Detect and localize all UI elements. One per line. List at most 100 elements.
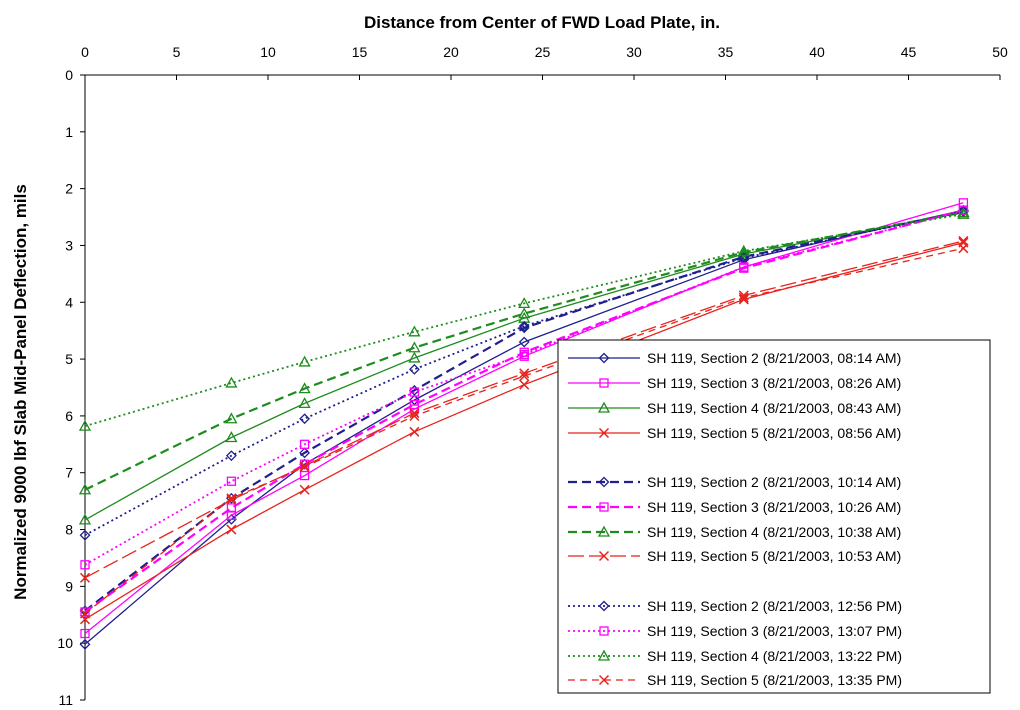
data-point-square [409,387,420,397]
data-point-diamond [79,529,91,541]
data-point-triangle [225,431,238,443]
series-line [84,211,964,491]
data-point-x [226,524,237,535]
data-point-x [519,368,530,379]
y-tick-label: 5 [65,351,73,367]
data-point-diamond [408,363,420,375]
legend-label: SH 119, Section 3 (8/21/2003, 13:07 PM) [647,623,902,639]
x-tick-label: 50 [992,44,1008,60]
legend-entry: SH 119, Section 3 (8/21/2003, 08:26 AM) [568,375,901,391]
y-tick-label: 7 [65,465,73,481]
data-point-square [80,607,90,617]
data-point-triangle [597,649,611,661]
x-tick-label: 30 [626,44,642,60]
series-line [84,209,964,613]
data-point-diamond [79,638,91,650]
data-point-triangle [225,376,238,388]
data-point-x [409,410,420,421]
legend-label: SH 119, Section 4 (8/21/2003, 08:43 AM) [647,400,901,416]
legend-entry: SH 119, Section 4 (8/21/2003, 08:43 AM) [568,400,901,416]
legend-entry: SH 119, Section 2 (8/21/2003, 12:56 PM) [568,598,902,614]
y-tick-label: 2 [65,181,73,197]
data-point-square [80,560,90,570]
x-tick-label: 25 [535,44,551,60]
data-point-square [299,459,310,469]
data-point-diamond [598,352,610,364]
data-point-diamond [408,384,420,396]
x-tick-label: 35 [718,44,734,60]
data-point-diamond [598,600,610,612]
data-point-triangle [957,207,970,219]
data-point-triangle [298,355,311,367]
legend-label: SH 119, Section 3 (8/21/2003, 08:26 AM) [647,375,901,391]
data-point-x [598,550,610,562]
data-point-x [519,371,530,382]
x-tick-label: 15 [352,44,368,60]
series-6 [80,205,969,617]
data-point-x [79,572,91,583]
data-point-square [519,349,529,360]
data-point-triangle [408,325,421,337]
data-point-x [738,292,749,303]
data-point-x [226,494,237,506]
data-point-square [409,399,420,410]
data-point-triangle [408,351,421,363]
data-point-square [599,378,609,388]
legend-label: SH 119, Section 4 (8/21/2003, 10:38 AM) [647,524,901,540]
x-tick-label: 40 [809,44,825,60]
data-point-triangle [737,244,750,256]
data-point-x [299,462,310,473]
data-point-square [599,626,609,636]
legend-entry: SH 119, Section 3 (8/21/2003, 10:26 AM) [568,499,901,515]
data-point-x [299,460,310,471]
data-point-x [958,243,969,254]
data-point-x [958,235,969,246]
data-point-x [598,674,610,686]
y-tick-label: 9 [65,578,73,594]
data-point-diamond [518,320,530,332]
y-tick-label: 11 [58,692,73,708]
y-tick-label: 10 [57,635,73,651]
data-point-diamond [225,450,237,462]
data-point-x [79,608,91,619]
x-tick-label: 0 [81,44,89,60]
x-tick-label: 10 [260,44,276,60]
data-point-triangle [78,513,92,525]
legend-entry: SH 119, Section 5 (8/21/2003, 10:53 AM) [568,548,901,564]
legend-label: SH 119, Section 5 (8/21/2003, 10:53 AM) [647,548,901,564]
data-point-square [599,502,609,512]
data-point-x [409,408,420,419]
data-point-square [226,476,237,486]
legend-label: SH 119, Section 2 (8/21/2003, 12:56 PM) [647,598,902,614]
data-point-x [226,493,237,504]
x-tick-label: 20 [443,44,459,60]
legend-label: SH 119, Section 4 (8/21/2003, 13:22 PM) [647,648,902,664]
data-point-triangle [597,525,611,537]
data-point-square [299,439,310,449]
data-point-triangle [597,401,611,413]
series-12 [79,243,969,619]
x-axis-title: Distance from Center of FWD Load Plate, … [364,13,720,32]
legend-label: SH 119, Section 5 (8/21/2003, 13:35 PM) [647,672,902,688]
data-point-triangle [78,419,92,431]
series-10 [80,205,969,570]
data-point-triangle [78,483,92,495]
legend-entry: SH 119, Section 4 (8/21/2003, 13:22 PM) [568,648,902,664]
legend-label: SH 119, Section 2 (8/21/2003, 10:14 AM) [647,474,901,490]
legend-entry: SH 119, Section 4 (8/21/2003, 10:38 AM) [568,524,901,540]
y-tick-label: 6 [65,408,73,424]
legend-entry: SH 119, Section 5 (8/21/2003, 08:56 AM) [568,425,901,441]
series-line [84,210,964,536]
series-11 [78,207,970,431]
data-point-diamond [518,336,530,348]
legend-box [557,339,991,694]
data-point-triangle [518,307,531,319]
data-point-x [299,484,310,495]
data-point-triangle [298,382,311,394]
y-axis-title: Normalized 9000 lbf Slab Mid-Panel Defle… [11,184,30,600]
data-point-square [958,205,969,215]
data-point-square [226,503,237,513]
data-point-x [519,379,530,390]
